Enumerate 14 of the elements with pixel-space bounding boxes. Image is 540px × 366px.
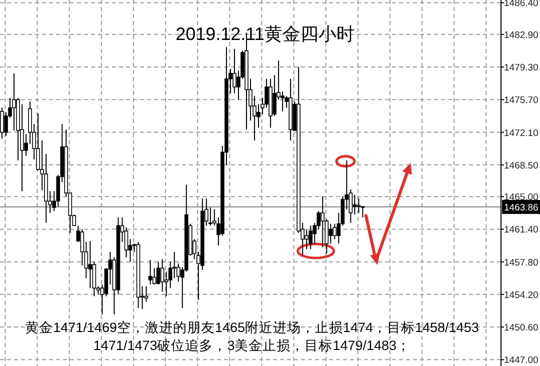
annotation: 1471/1473破位追多，3美金止损，目标1479/1483； bbox=[93, 338, 411, 353]
y-tick-label: 1461.40 bbox=[504, 224, 538, 236]
y-tick-label: 1482.90 bbox=[504, 30, 538, 41]
y-tick-label: 1457.80 bbox=[504, 257, 538, 268]
y-tick-label: 1468.50 bbox=[504, 160, 538, 172]
y-tick-label: 1472.10 bbox=[504, 128, 538, 139]
y-tick-label: 1479.30 bbox=[504, 62, 538, 74]
ref-line-label: 1463.86 bbox=[504, 202, 538, 214]
y-tick-label: 1447.00 bbox=[504, 355, 538, 366]
y-tick-label: 1475.70 bbox=[504, 95, 538, 106]
y-tick-label: 1450.60 bbox=[504, 322, 538, 334]
title: 2019.12.11黄金四小时 bbox=[176, 24, 354, 44]
annotation: 黄金1471/1469空，激进的朋友1465附近进场，止损1474，目标1458/1453 bbox=[25, 320, 479, 335]
y-tick-label: 1454.20 bbox=[504, 290, 538, 301]
